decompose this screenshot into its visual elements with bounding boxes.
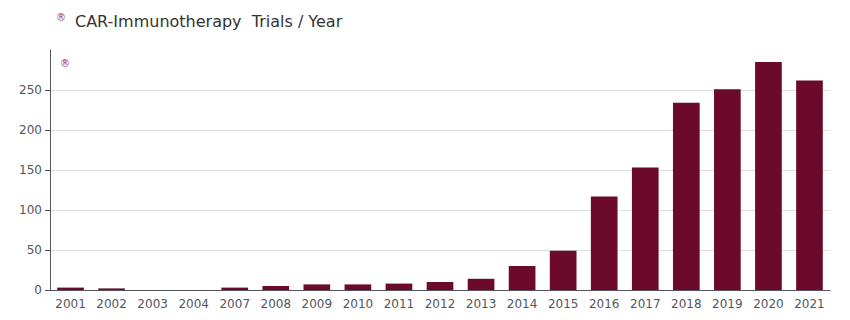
svg-text:2007: 2007 [219,297,250,311]
svg-text:2003: 2003 [137,297,168,311]
svg-text:2004: 2004 [178,297,209,311]
svg-text:2008: 2008 [261,297,292,311]
svg-text:2011: 2011 [384,297,415,311]
svg-text:250: 250 [19,83,42,97]
svg-text:®: ® [60,58,70,69]
svg-text:150: 150 [19,163,42,177]
svg-text:2019: 2019 [712,297,743,311]
svg-text:2017: 2017 [630,297,661,311]
svg-text:2001: 2001 [55,297,86,311]
svg-text:50: 50 [27,243,42,257]
svg-text:2013: 2013 [466,297,497,311]
svg-text:2009: 2009 [302,297,333,311]
svg-text:2021: 2021 [794,297,825,311]
svg-text:2014: 2014 [507,297,538,311]
svg-text:®: ® [56,12,66,23]
svg-text:100: 100 [19,203,42,217]
svg-text:CAR-Immunotherapy Trials / Ye: CAR-Immunotherapy Trials / Year [75,12,343,31]
svg-text:0: 0 [34,283,42,297]
svg-text:200: 200 [19,123,42,137]
svg-text:2002: 2002 [96,297,127,311]
svg-text:2018: 2018 [671,297,702,311]
svg-text:2012: 2012 [425,297,456,311]
svg-text:2010: 2010 [343,297,374,311]
svg-text:2016: 2016 [589,297,620,311]
svg-text:2020: 2020 [753,297,784,311]
svg-text:2015: 2015 [548,297,579,311]
